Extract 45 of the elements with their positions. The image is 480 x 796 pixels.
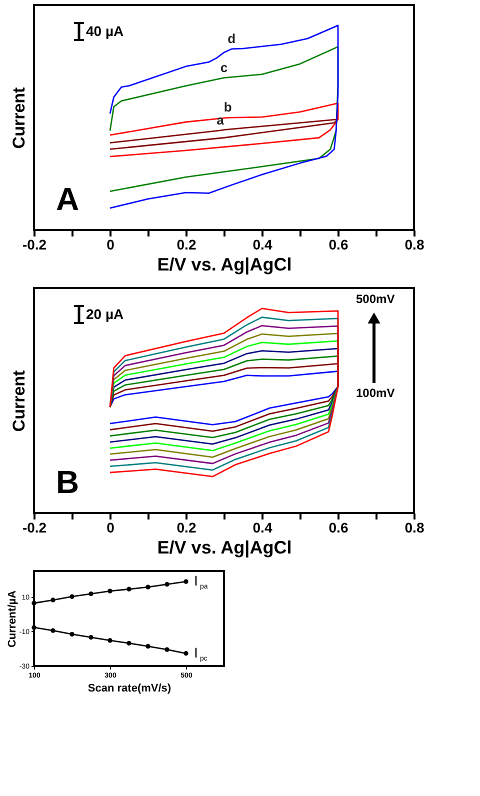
point <box>32 600 36 606</box>
x-axis-title: E/V vs. Ag|AgCl <box>157 254 292 274</box>
y-axis-title: Current <box>10 86 28 149</box>
point <box>70 594 74 599</box>
point <box>184 651 188 656</box>
x-tick-label: 0.8 <box>404 520 424 536</box>
annotation: B <box>56 464 80 500</box>
x-tick-label: 0.2 <box>176 520 196 536</box>
point <box>164 647 170 652</box>
annotation: c <box>220 60 228 75</box>
x-axis-title: Scan rate(mV/s) <box>88 682 172 694</box>
x-tick-label: 0.4 <box>252 236 272 252</box>
x-tick-label: 0.2 <box>176 236 196 252</box>
point <box>88 634 94 640</box>
point <box>184 579 188 584</box>
x-axis-title: E/V vs. Ag|AgCl <box>157 538 292 558</box>
annotation: 20 µA <box>86 306 124 322</box>
point <box>70 632 74 637</box>
point <box>108 638 112 643</box>
point <box>50 628 56 633</box>
text: 500mV <box>356 292 395 306</box>
x-tick-label: 0.4 <box>252 520 272 536</box>
point <box>50 598 56 602</box>
x-tick-label: 0.6 <box>328 236 348 252</box>
point <box>126 640 132 646</box>
point <box>146 584 150 590</box>
point <box>146 644 150 649</box>
x-tick-label: -0.2 <box>22 236 47 252</box>
annotation: b <box>224 100 232 115</box>
x-tick-label: 0 <box>106 236 115 252</box>
x-tick-label: 0.6 <box>328 520 348 536</box>
x-tick-label: -0.2 <box>22 520 47 536</box>
annotation: A <box>56 181 80 217</box>
y-axis-title: Current <box>10 370 28 432</box>
annotation: 100mV <box>356 386 395 400</box>
point <box>32 625 36 630</box>
x-tick-label: 0 <box>106 520 115 536</box>
y-axis-title: Current/µA <box>6 590 18 648</box>
x-tick-label: 0.8 <box>404 236 424 252</box>
point <box>126 586 132 592</box>
annotation: d <box>228 30 236 46</box>
point <box>164 582 170 587</box>
point <box>88 591 94 596</box>
annotation: 40 µA <box>86 23 124 39</box>
point <box>108 588 112 594</box>
